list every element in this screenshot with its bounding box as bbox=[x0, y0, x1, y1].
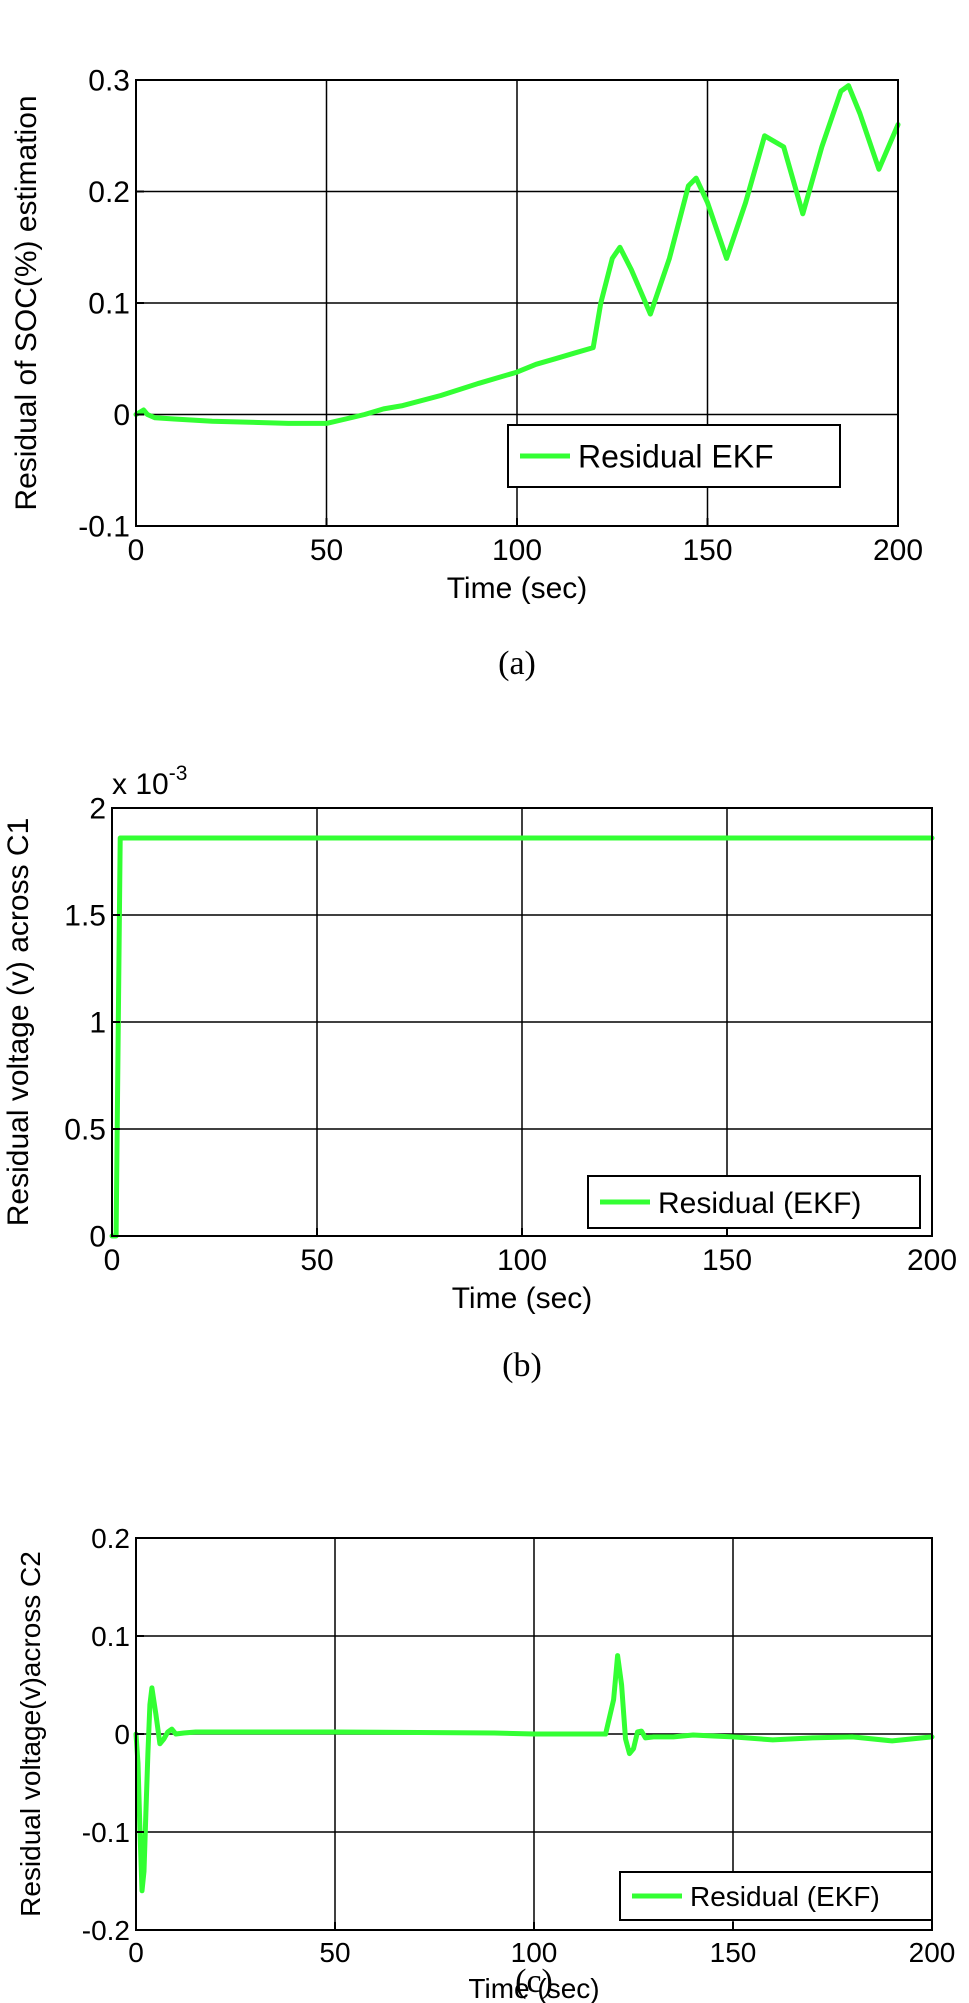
legend-label: Residual (EKF) bbox=[690, 1881, 880, 1912]
x-tick-label: 100 bbox=[492, 534, 542, 567]
y-tick-label: 0.2 bbox=[91, 1523, 130, 1554]
figure-caption: (b) bbox=[502, 1347, 542, 1384]
y-tick-label: 1 bbox=[89, 1007, 106, 1040]
x-axis-label: Time (sec) bbox=[447, 572, 588, 605]
y-tick-label: 0 bbox=[89, 1221, 106, 1254]
y-tick-label: 0 bbox=[114, 1719, 130, 1750]
series-line bbox=[133, 1653, 935, 1894]
chart-voltage-c2-residual: 0 50 100 150 200 -0.2 -0.1 0 0.1 0.2 Time (sec) Res… bbox=[15, 1523, 955, 2003]
x-tick-label: 150 bbox=[682, 534, 732, 567]
series-line bbox=[133, 83, 901, 426]
x-tick-label: 50 bbox=[300, 1244, 333, 1277]
y-tick-label: 0.5 bbox=[64, 1114, 106, 1147]
y-tick-label: 2 bbox=[89, 793, 106, 826]
legend-box bbox=[587, 1175, 921, 1229]
y-tick-label: 1.5 bbox=[64, 900, 106, 933]
x-tick-label: 50 bbox=[310, 534, 343, 567]
x-tick-label: 0 bbox=[104, 1244, 121, 1277]
x-tick-label: 200 bbox=[907, 1244, 957, 1277]
y-axis-label: Residual of SOC(%) estimation bbox=[10, 95, 43, 510]
x-tick-label: 200 bbox=[873, 534, 923, 567]
x-axis-label: Time (sec) bbox=[452, 1282, 593, 1315]
x-tick-label: 50 bbox=[319, 1937, 350, 1968]
x-tick-label: 0 bbox=[128, 1937, 144, 1968]
y-tick-label: 0 bbox=[113, 399, 130, 432]
x-tick-label: 100 bbox=[497, 1244, 547, 1277]
y-axis-label: Residual voltage(v)across C2 bbox=[15, 1551, 46, 1917]
x-tick-label: 100 bbox=[511, 1937, 558, 1968]
y-tick-label: 0.1 bbox=[88, 288, 130, 321]
y-tick-label: 0.3 bbox=[88, 65, 130, 98]
y-tick-label: -0.1 bbox=[82, 1817, 130, 1848]
x-axis-label: Time (sec) bbox=[468, 1973, 599, 2003]
x-tick-label: 150 bbox=[710, 1937, 757, 1968]
y-tick-label: -0.1 bbox=[78, 511, 130, 544]
y-tick-label: 0.2 bbox=[88, 176, 130, 209]
y-axis-label: Residual voltage (v) across C1 bbox=[2, 818, 35, 1227]
chart-voltage-c1-residual: 0 50 100 150 200 0 0.5 1 1.5 2 Time (sec) Residual … bbox=[2, 762, 957, 1384]
figure-caption: (a) bbox=[498, 645, 536, 682]
y-exponent-label: x 10-3 bbox=[112, 762, 187, 801]
y-tick-label: -0.2 bbox=[82, 1915, 130, 1946]
x-tick-label: 0 bbox=[128, 534, 145, 567]
legend-label: Residual (EKF) bbox=[658, 1187, 861, 1220]
x-tick-label: 150 bbox=[702, 1244, 752, 1277]
legend-label: Residual EKF bbox=[578, 439, 774, 475]
x-tick-label: 200 bbox=[909, 1937, 956, 1968]
legend: Residual (EKF) bbox=[619, 1871, 933, 1921]
y-tick-label: 0.1 bbox=[91, 1621, 130, 1652]
legend: Residual (EKF) bbox=[587, 1175, 921, 1229]
legend: Residual EKF bbox=[507, 424, 841, 488]
figure-caption: (c) bbox=[515, 1963, 553, 2000]
